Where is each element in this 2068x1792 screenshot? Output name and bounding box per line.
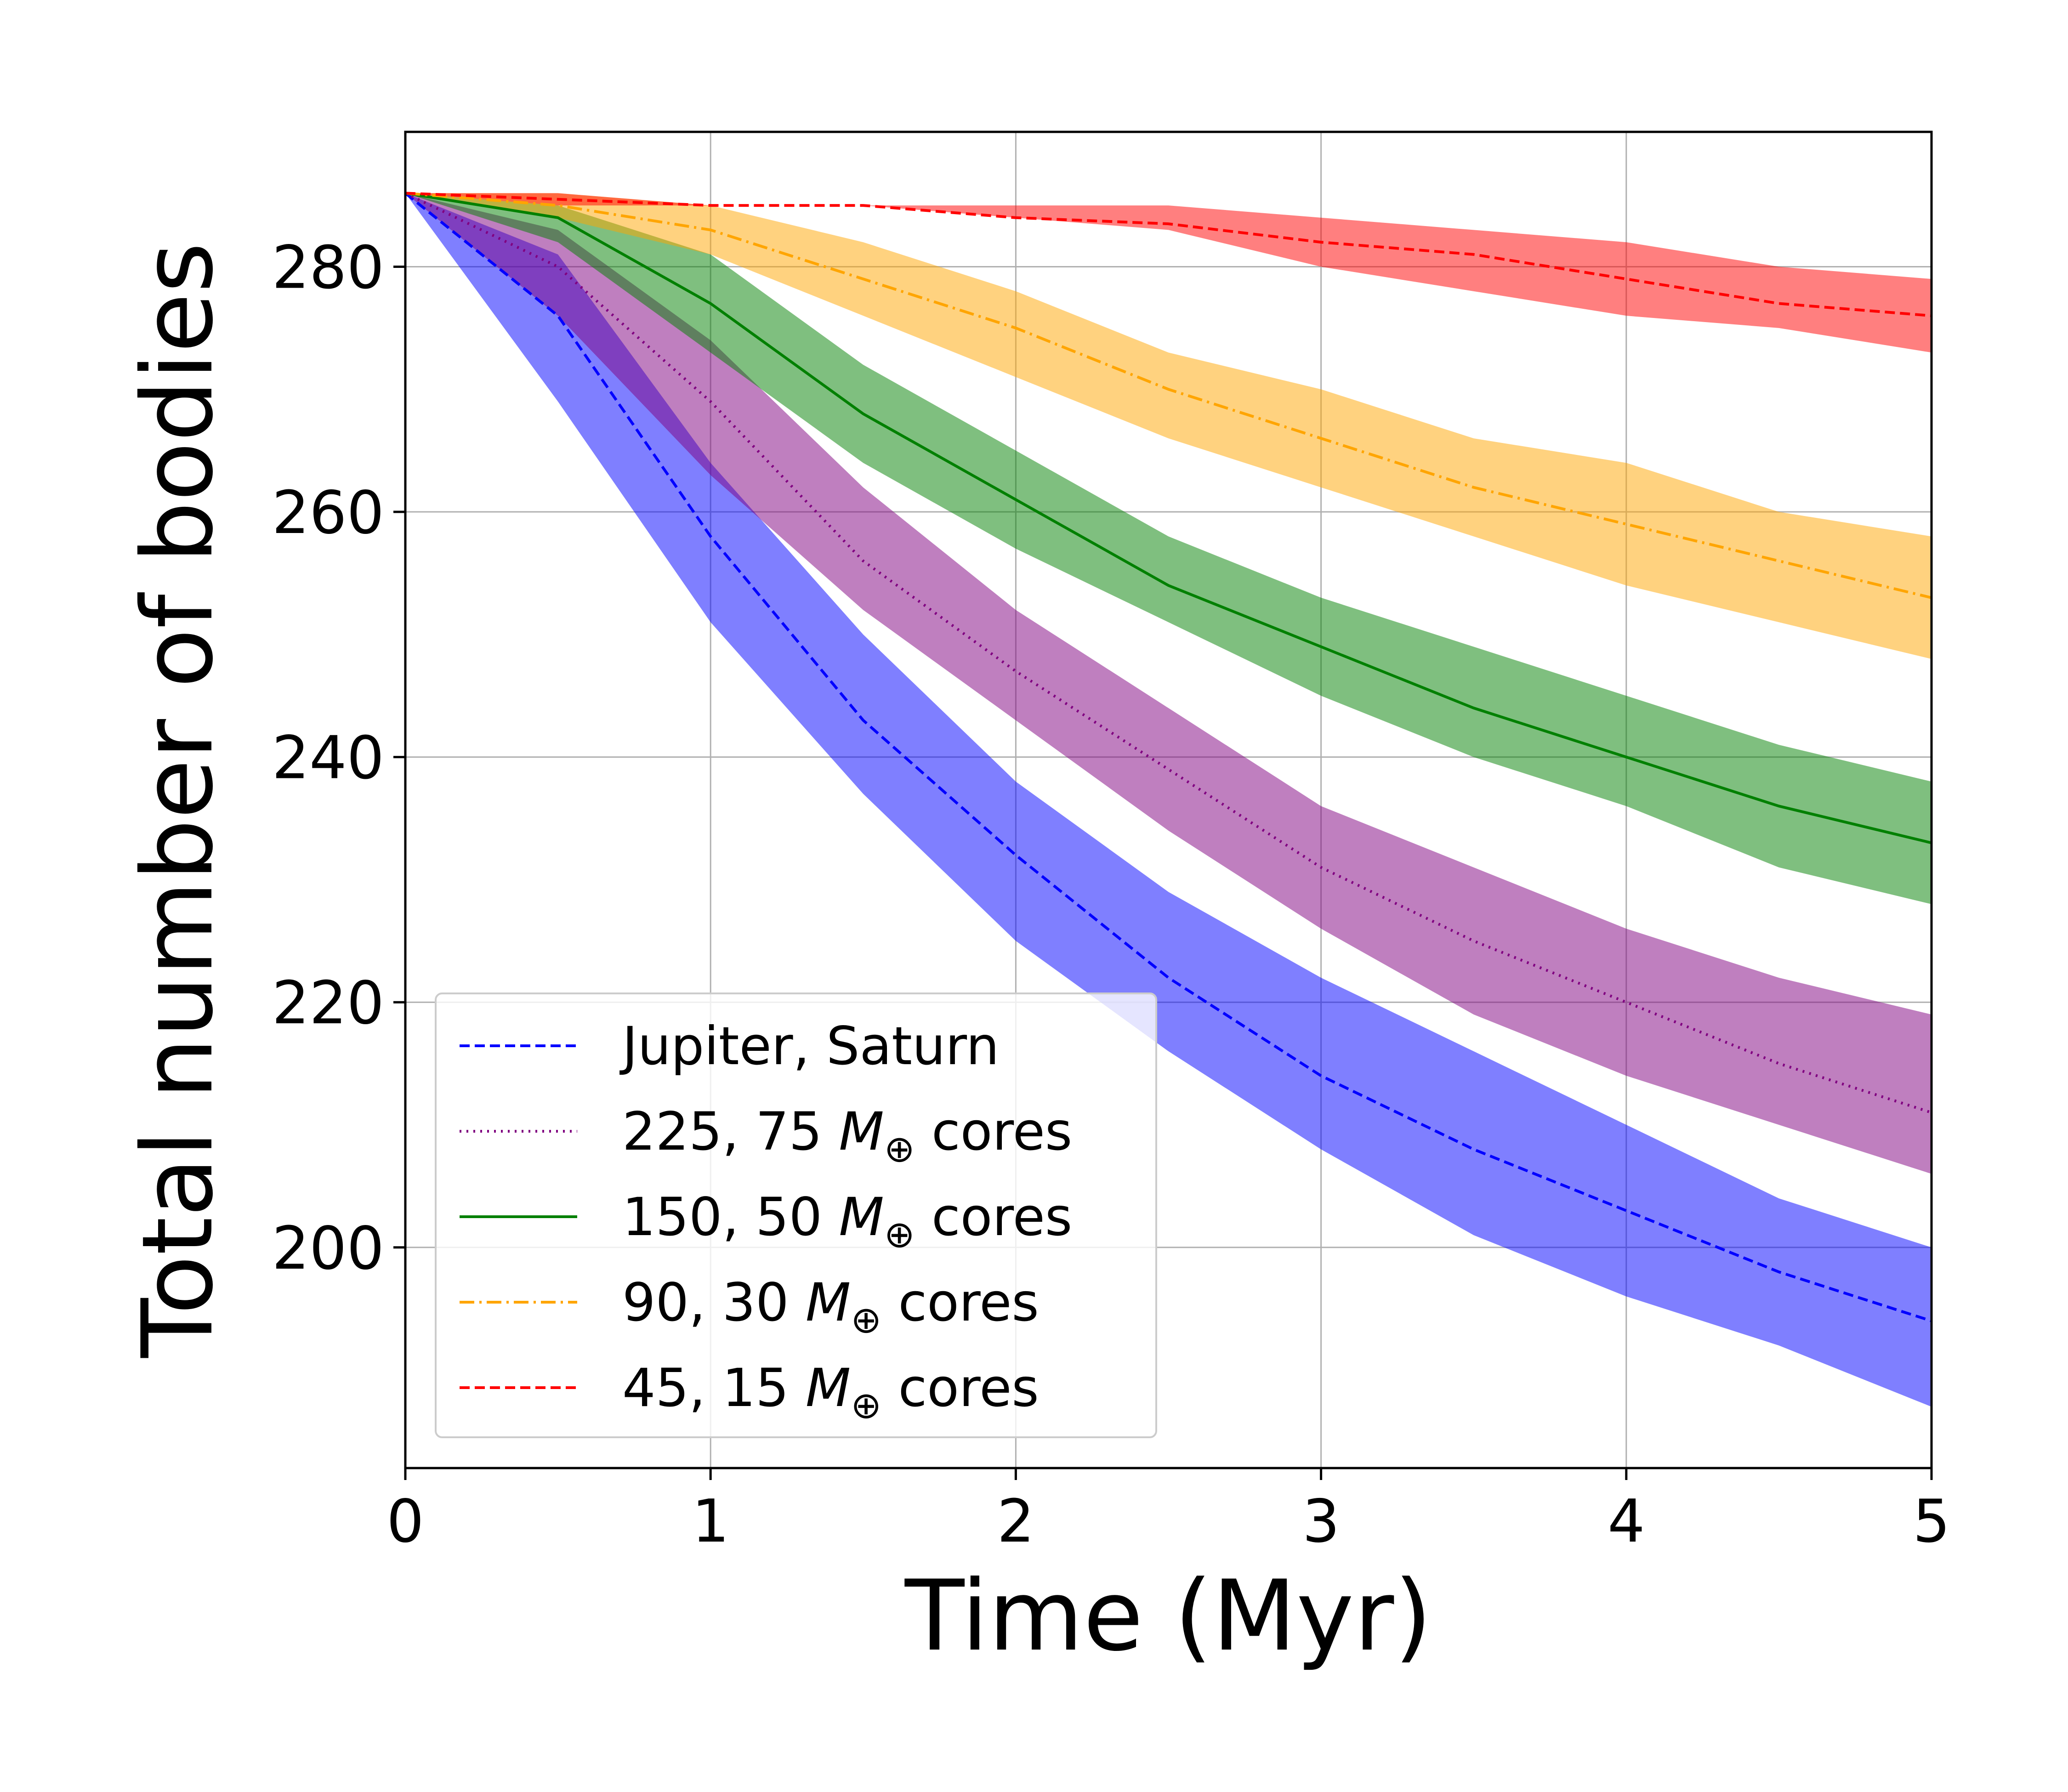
series-line — [404, 192, 1932, 1322]
series-line — [405, 192, 1932, 318]
y-tick-label: 260 — [272, 479, 384, 547]
legend-label: 225, 75 M⊕ cores — [622, 1101, 1072, 1170]
legend-label: Jupiter, Saturn — [619, 1015, 999, 1077]
series-band — [405, 193, 1932, 904]
x-tick-label: 3 — [1302, 1487, 1340, 1556]
x-tick-label: 2 — [997, 1487, 1034, 1556]
y-axis-title: Total number of bodies — [121, 242, 234, 1358]
series-line — [405, 192, 1932, 599]
series-line — [405, 192, 1932, 845]
series-band — [405, 193, 1932, 1174]
x-tick-label: 0 — [386, 1487, 424, 1556]
y-axis-ticks: 200 220 240 260 280 — [272, 233, 405, 1283]
x-tick-label: 1 — [692, 1487, 729, 1556]
x-axis-ticks: 0 1 2 3 4 5 — [386, 1468, 1950, 1556]
legend-box — [435, 992, 1157, 1438]
x-tick-label: 5 — [1913, 1487, 1950, 1556]
legend: Jupiter, Saturn 225, 75 M⊕ cores 150, 50 M… — [435, 992, 1157, 1438]
x-axis-title: Time (Myr) — [904, 1559, 1432, 1673]
y-tick-label: 200 — [272, 1214, 384, 1283]
series-band — [405, 193, 1932, 1407]
legend-label: 150, 50 M⊕ cores — [622, 1186, 1072, 1256]
y-tick-label: 280 — [272, 233, 384, 302]
legend-label: 45, 15 M⊕ cores — [622, 1357, 1039, 1427]
legend-label: 90, 30 M⊕ cores — [622, 1272, 1039, 1341]
series-band — [405, 193, 1932, 659]
plot-frame — [404, 130, 1933, 1469]
y-tick-label: 240 — [272, 724, 384, 793]
y-tick-label: 220 — [272, 969, 384, 1038]
series-lines — [404, 192, 1932, 1322]
x-tick-label: 4 — [1608, 1487, 1645, 1556]
